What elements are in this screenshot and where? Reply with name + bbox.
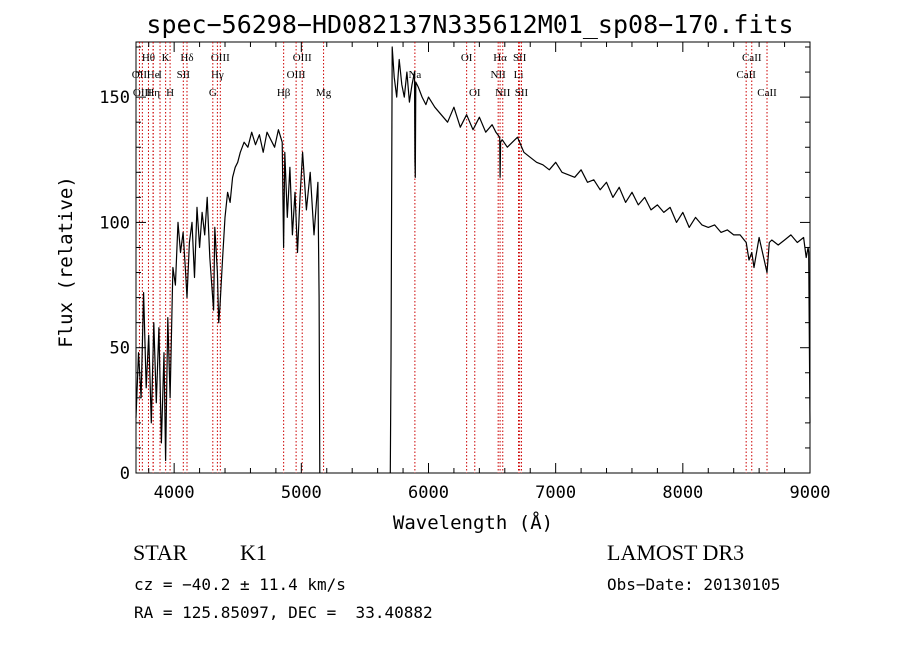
coordinates-text: RA = 125.85097, DEC = 33.40882	[134, 603, 433, 622]
x-tick-label: 9000	[790, 483, 831, 503]
flux-segment-0-0	[135, 129, 321, 474]
x-tick-label: 4000	[154, 483, 195, 503]
object-type: STAR	[133, 540, 188, 565]
survey-name: LAMOST DR3	[607, 540, 744, 565]
line-marker-label-26: CaII	[742, 52, 762, 64]
line-marker-label-9: H	[166, 87, 174, 99]
x-axis-label: Wavelength (Å)	[393, 511, 553, 534]
line-marker-label-16: Mg	[316, 87, 332, 99]
x-tick-label: 5000	[281, 483, 322, 503]
redshift-text: cz = −40.2 ± 11.4 km/s	[134, 575, 346, 594]
line-marker-label-0: Hθ	[142, 52, 155, 64]
y-axis-ticks: 0 50 100 150	[99, 46, 810, 484]
line-marker-label-24: NII	[495, 87, 511, 99]
chart-title: spec−56298−HD082137N335612M01_sp08−170.f…	[146, 10, 793, 39]
y-tick-label: 150	[99, 88, 130, 108]
line-marker-label-8: SII	[177, 69, 191, 81]
line-marker-label-28: CaII	[757, 87, 777, 99]
flux-segment-0-1	[389, 46, 811, 474]
line-marker-label-2: OIII	[133, 87, 152, 99]
x-axis-ticks: 4000 5000 6000 7000 8000 9000	[148, 42, 831, 503]
y-tick-label: 50	[110, 339, 130, 359]
line-marker-label-23: Li	[514, 69, 524, 81]
line-marker-label-20: Hα	[493, 52, 507, 64]
line-marker-label-25: SII	[515, 87, 529, 99]
line-marker-label-5: K	[162, 52, 170, 64]
line-marker-label-27: CaII	[736, 69, 756, 81]
line-marker-label-11: Hγ	[211, 69, 224, 81]
line-marker-label-10: OIII	[211, 52, 230, 64]
plot-frame	[135, 41, 811, 474]
line-marker-label-22: NII	[491, 69, 507, 81]
x-tick-label: 8000	[662, 483, 703, 503]
y-tick-label: 100	[99, 213, 130, 233]
line-marker-label-15: OIII	[287, 69, 306, 81]
line-marker-label-4: Hη	[146, 87, 160, 99]
x-tick-label: 6000	[408, 483, 449, 503]
line-marker-label-13: Hβ	[277, 87, 291, 99]
line-marker-label-6: I	[158, 69, 162, 81]
line-marker-label-19: OI	[469, 87, 481, 99]
line-marker-label-1: OII	[132, 69, 148, 81]
line-marker-label-21: SII	[513, 52, 527, 64]
flux-series	[135, 46, 811, 474]
y-tick-label: 0	[120, 464, 130, 484]
line-marker-label-12: G	[209, 87, 217, 99]
object-subclass: K1	[240, 540, 267, 565]
y-axis-label: Flux (relative)	[55, 176, 77, 348]
line-marker-label-7: Hδ	[180, 52, 193, 64]
x-tick-label: 7000	[535, 483, 576, 503]
line-marker-label-14: OIII	[293, 52, 312, 64]
line-marker-label-18: OI	[461, 52, 473, 64]
obs-date-text: Obs−Date: 20130105	[607, 575, 780, 594]
